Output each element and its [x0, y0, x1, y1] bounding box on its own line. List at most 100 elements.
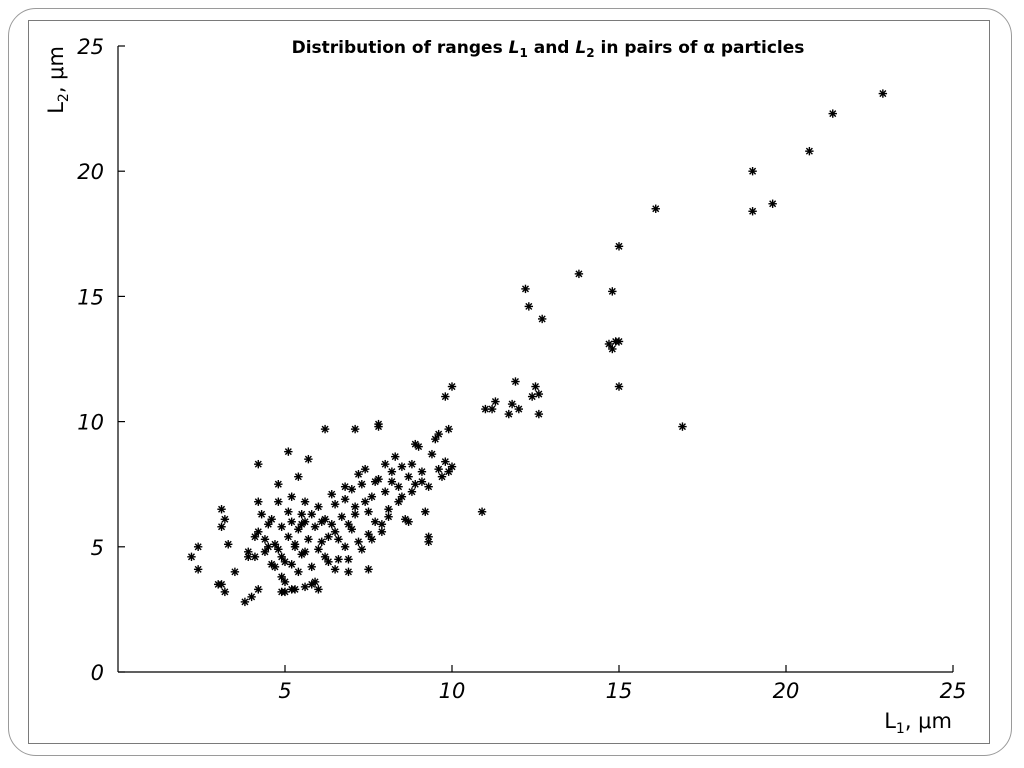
y-tick-label: 20: [77, 160, 104, 184]
data-point: [748, 207, 757, 216]
data-point: [294, 472, 303, 481]
data-point: [324, 557, 333, 567]
data-point: [317, 517, 326, 526]
data-point: [344, 555, 353, 564]
data-point: [384, 505, 393, 514]
data-point: [314, 545, 323, 554]
data-point: [441, 392, 450, 401]
data-point: [411, 439, 420, 449]
data-point: [220, 587, 230, 597]
data-point: [294, 525, 303, 534]
data-point: [284, 507, 293, 516]
data-point: [217, 580, 226, 589]
data-point: [511, 377, 520, 386]
data-point: [768, 199, 777, 208]
y-axis-label: L2, μm: [44, 46, 72, 114]
data-point: [274, 480, 283, 489]
data-point: [367, 492, 377, 501]
data-point: [193, 565, 203, 574]
data-point: [370, 517, 380, 526]
data-point: [340, 542, 350, 551]
data-point: [444, 424, 453, 434]
data-point: [350, 510, 360, 519]
data-point: [397, 462, 407, 471]
data-point: [447, 382, 457, 391]
data-point: [254, 497, 263, 506]
x-tick-label: 5: [278, 679, 291, 703]
y-ticks: 0 5 10 15 20 25: [77, 35, 125, 685]
data-point: [678, 422, 687, 431]
data-point: [614, 242, 624, 251]
data-point: [324, 532, 333, 541]
data-point: [447, 462, 457, 471]
data-point: [431, 434, 440, 444]
data-point: [350, 502, 360, 511]
data-point: [354, 469, 363, 479]
data-point: [354, 537, 363, 546]
data-point: [307, 562, 316, 572]
data-points: [187, 89, 888, 607]
data-point: [651, 204, 660, 213]
data-point: [280, 587, 290, 597]
y-tick-label: 10: [77, 411, 104, 435]
data-point: [297, 520, 306, 529]
data-point: [357, 545, 367, 554]
data-point: [297, 510, 306, 519]
data-point: [357, 480, 367, 489]
data-point: [330, 527, 340, 536]
data-point: [370, 477, 380, 486]
data-point: [264, 520, 273, 529]
data-point: [290, 585, 300, 594]
data-point: [337, 512, 346, 521]
data-point: [444, 467, 453, 476]
data-point: [250, 552, 260, 562]
data-point: [254, 585, 263, 594]
data-point: [250, 532, 260, 541]
data-point: [300, 547, 310, 557]
data-point: [287, 492, 296, 501]
data-point: [574, 269, 584, 279]
data-point: [193, 542, 203, 551]
data-point: [514, 404, 523, 414]
data-point: [217, 505, 226, 514]
data-point: [240, 597, 250, 607]
data-point: [230, 567, 240, 577]
data-point: [300, 582, 310, 592]
data-point: [377, 520, 387, 529]
data-point: [344, 520, 353, 529]
data-point: [294, 567, 303, 577]
data-point: [377, 527, 387, 536]
data-point: [280, 577, 290, 587]
chart-title: Distribution of ranges L1 and L2 in pair…: [292, 38, 805, 60]
data-point: [614, 337, 624, 346]
data-point: [477, 507, 487, 516]
data-point: [284, 532, 293, 541]
data-point: [364, 507, 373, 516]
x-axis-label: L1, μm: [884, 709, 952, 737]
data-point: [421, 507, 430, 516]
data-point: [260, 547, 270, 557]
y-tick-label: 15: [77, 285, 104, 309]
data-point: [270, 562, 280, 572]
data-point: [424, 537, 433, 546]
data-point: [334, 555, 343, 564]
data-point: [270, 540, 280, 549]
data-point: [491, 397, 500, 406]
data-point: [277, 572, 286, 582]
data-point: [424, 482, 433, 491]
data-point: [534, 409, 544, 419]
data-point: [277, 522, 286, 531]
x-tick-label: 20: [773, 679, 800, 703]
data-point: [187, 552, 196, 562]
data-point: [407, 459, 417, 469]
data-point: [344, 567, 353, 577]
data-point: [274, 497, 283, 506]
data-point: [287, 560, 296, 569]
data-point: [527, 392, 537, 401]
data-point: [364, 530, 373, 539]
data-point: [277, 552, 286, 562]
data-point: [441, 457, 450, 466]
data-point: [614, 382, 624, 391]
data-point: [391, 452, 400, 461]
